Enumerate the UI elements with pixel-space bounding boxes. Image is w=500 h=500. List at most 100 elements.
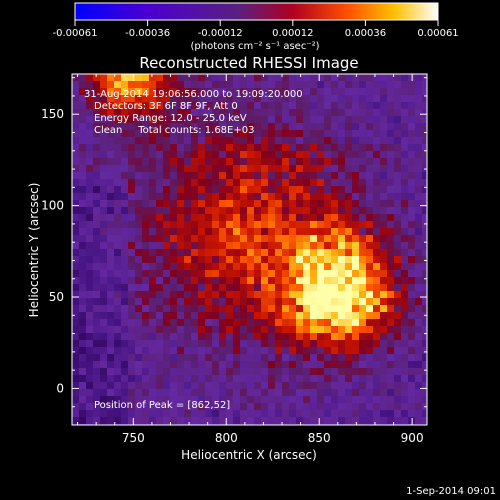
- heatmap-cell: [212, 109, 219, 116]
- heatmap-cell: [205, 116, 212, 123]
- heatmap-cell: [184, 368, 191, 375]
- heatmap-cell: [156, 291, 163, 298]
- heatmap-cell: [72, 291, 79, 298]
- heatmap-cell: [247, 74, 254, 81]
- heatmap-cell: [422, 298, 427, 305]
- heatmap-cell: [373, 172, 380, 179]
- heatmap-cell: [394, 123, 401, 130]
- heatmap-cell: [373, 368, 380, 375]
- heatmap-cell: [331, 403, 338, 410]
- heatmap-cell: [212, 270, 219, 277]
- heatmap-cell: [394, 116, 401, 123]
- heatmap-cell: [310, 375, 317, 382]
- heatmap-cell: [184, 116, 191, 123]
- heatmap-cell: [373, 270, 380, 277]
- heatmap-cell: [226, 347, 233, 354]
- heatmap-cell: [352, 88, 359, 95]
- heatmap-cell: [338, 116, 345, 123]
- heatmap-cell: [93, 158, 100, 165]
- heatmap-cell: [373, 165, 380, 172]
- heatmap-cell: [345, 123, 352, 130]
- heatmap-cell: [170, 123, 177, 130]
- heatmap-cell: [114, 263, 121, 270]
- heatmap-cell: [198, 333, 205, 340]
- heatmap-cell: [324, 151, 331, 158]
- heatmap-cell: [240, 340, 247, 347]
- heatmap-cell: [184, 256, 191, 263]
- heatmap-cell: [310, 207, 317, 214]
- heatmap-cell: [268, 375, 275, 382]
- heatmap-cell: [261, 235, 268, 242]
- heatmap-cell: [226, 242, 233, 249]
- heatmap-cell: [177, 270, 184, 277]
- heatmap-cell: [352, 116, 359, 123]
- heatmap-cell: [380, 375, 387, 382]
- heatmap-cell: [275, 319, 282, 326]
- heatmap-cell: [121, 396, 128, 403]
- heatmap-cell: [163, 179, 170, 186]
- heatmap-cell: [275, 144, 282, 151]
- heatmap-cell: [345, 263, 352, 270]
- heatmap-cell: [226, 186, 233, 193]
- heatmap-cell: [331, 389, 338, 396]
- heatmap-cell: [387, 403, 394, 410]
- heatmap-cell: [317, 347, 324, 354]
- heatmap-cell: [163, 403, 170, 410]
- heatmap-cell: [415, 74, 422, 81]
- heatmap-cell: [296, 263, 303, 270]
- heatmap-cell: [366, 263, 373, 270]
- heatmap-cell: [142, 368, 149, 375]
- heatmap-cell: [359, 305, 366, 312]
- heatmap-cell: [212, 263, 219, 270]
- heatmap-cell: [205, 319, 212, 326]
- heatmap-cell: [135, 410, 142, 417]
- heatmap-cell: [261, 396, 268, 403]
- heatmap-cell: [128, 305, 135, 312]
- heatmap-cell: [205, 88, 212, 95]
- heatmap-cell: [184, 228, 191, 235]
- heatmap-cell: [296, 403, 303, 410]
- heatmap-cell: [317, 340, 324, 347]
- heatmap-cell: [219, 368, 226, 375]
- heatmap-cell: [303, 249, 310, 256]
- heatmap-cell: [366, 319, 373, 326]
- heatmap-cell: [156, 200, 163, 207]
- heatmap-cell: [149, 88, 156, 95]
- heatmap-cell: [184, 207, 191, 214]
- heatmap-cell: [338, 389, 345, 396]
- heatmap-cell: [303, 214, 310, 221]
- heatmap-cell: [86, 410, 93, 417]
- heatmap-cell: [268, 249, 275, 256]
- heatmap-cell: [212, 158, 219, 165]
- heatmap-cell: [114, 242, 121, 249]
- heatmap-cell: [170, 179, 177, 186]
- heatmap-cell: [135, 354, 142, 361]
- heatmap-cell: [184, 375, 191, 382]
- heatmap-cell: [72, 186, 79, 193]
- heatmap-cell: [324, 228, 331, 235]
- heatmap-cell: [401, 235, 408, 242]
- heatmap-cell: [128, 375, 135, 382]
- heatmap-cell: [233, 137, 240, 144]
- heatmap-cell: [317, 193, 324, 200]
- heatmap-cell: [310, 151, 317, 158]
- heatmap-cell: [317, 137, 324, 144]
- heatmap-cell: [401, 333, 408, 340]
- heatmap-cell: [401, 347, 408, 354]
- heatmap-cell: [331, 200, 338, 207]
- heatmap-cell: [254, 186, 261, 193]
- heatmap-cell: [79, 207, 86, 214]
- heatmap-cell: [254, 249, 261, 256]
- heatmap-cell: [352, 417, 359, 424]
- heatmap-cell: [72, 396, 79, 403]
- heatmap-cell: [100, 382, 107, 389]
- heatmap-cell: [72, 361, 79, 368]
- heatmap-cell: [261, 326, 268, 333]
- heatmap-cell: [408, 361, 415, 368]
- heatmap-cell: [205, 340, 212, 347]
- heatmap-cell: [373, 151, 380, 158]
- heatmap-cell: [331, 291, 338, 298]
- heatmap-cell: [114, 361, 121, 368]
- heatmap-cell: [170, 158, 177, 165]
- heatmap-cell: [275, 221, 282, 228]
